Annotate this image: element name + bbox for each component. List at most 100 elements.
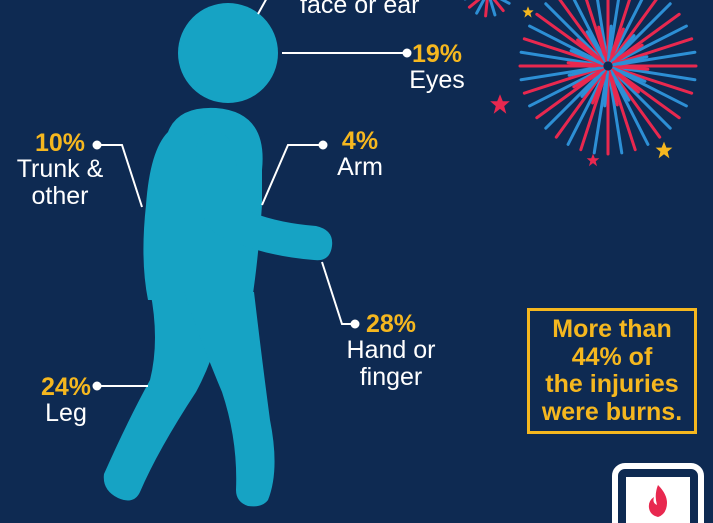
firework-ray: [522, 37, 600, 65]
firework-ray: [609, 69, 631, 102]
callout-trunk-label: Trunk & other: [16, 155, 104, 210]
leader-leg-dot: [92, 381, 102, 391]
firework-ray: [499, 0, 511, 5]
firework-ray: [566, 61, 604, 68]
leader-face: [257, 0, 267, 15]
firework-ray: [535, 70, 602, 120]
firework-ray: [603, 70, 610, 108]
leader-arm-dot: [318, 140, 328, 150]
leader-lines: [92, 0, 412, 391]
firework-ray: [544, 71, 603, 130]
callout-arm: 4% Arm: [330, 128, 390, 181]
firework-ray: [580, 69, 606, 98]
firework-ray: [567, 65, 604, 77]
firework-ray: [585, 30, 607, 63]
firework-ray: [484, 0, 489, 18]
firework-ray: [612, 64, 650, 71]
callout-face: face or ear: [300, 0, 420, 18]
firework-ray: [615, 24, 688, 63]
callout-eyes-percent: 19%: [411, 40, 463, 68]
leader-arm: [261, 144, 320, 206]
firework-ray: [611, 68, 640, 94]
leader-trunk-dot: [92, 140, 102, 150]
firework-ray: [611, 43, 644, 65]
firework-ray: [615, 69, 688, 108]
flame-logo-icon: [612, 463, 704, 523]
callout-leg-label: Leg: [45, 399, 87, 428]
firework-ray: [610, 34, 636, 63]
infographic-scene: [92, 0, 698, 507]
firework-ray: [612, 66, 647, 83]
firework-ray: [611, 73, 650, 146]
firework-ray: [558, 0, 604, 60]
arm-shape: [196, 131, 333, 261]
firework-ray: [592, 74, 608, 155]
firework-ray: [467, 0, 481, 9]
firework-ray: [596, 0, 608, 58]
firework-ray: [572, 67, 605, 89]
firework-ray: [611, 0, 644, 59]
firework-ray: [554, 72, 604, 139]
callout-arm-label: Arm: [337, 153, 383, 182]
firework-ray: [566, 73, 605, 146]
back-leg-shape: [103, 290, 223, 501]
firework-ray: [614, 12, 681, 62]
firework-ray: [576, 38, 605, 64]
leader-trunk: [100, 144, 143, 208]
star-icon: [490, 94, 510, 114]
firework-ray: [544, 2, 603, 61]
firework-ray: [584, 0, 607, 58]
firework-ray: [612, 72, 662, 139]
logo-flame: [648, 485, 667, 517]
star-icon: [655, 141, 673, 159]
front-leg-shape: [184, 292, 275, 507]
firework-ray: [608, 27, 625, 62]
head-shape: [178, 3, 278, 103]
firework-ray: [613, 71, 672, 130]
firework-ray: [606, 24, 613, 62]
firework-ray: [609, 74, 637, 152]
firework-ray: [616, 66, 697, 82]
firework-ray: [607, 70, 619, 107]
firework-ray: [475, 0, 486, 15]
leader-hand-dot: [350, 319, 360, 329]
firework-ray: [612, 0, 658, 60]
leader-eyes-dot: [402, 48, 412, 58]
callout-leg-percent: 24%: [40, 373, 92, 401]
firework-ray: [569, 49, 604, 66]
firework-ray: [528, 69, 601, 108]
firework-ray: [597, 25, 609, 62]
callout-eyes-label: Eyes: [409, 66, 465, 95]
star-icon: [522, 6, 534, 18]
callout-arm-percent: 4%: [341, 127, 379, 155]
callout-trunk: 10% Trunk & other: [14, 130, 106, 209]
firework-ray: [616, 37, 694, 65]
firework-ray: [591, 70, 608, 105]
leader-hand: [321, 261, 352, 325]
firework-ray: [616, 67, 694, 95]
callout-hand-percent: 28%: [365, 310, 417, 338]
firework-ray: [612, 55, 649, 67]
firework-ray: [535, 12, 602, 62]
star-icon: [586, 153, 600, 167]
firework-ray: [608, 0, 620, 58]
summary-box: More than 44% of the injuries were burns…: [527, 308, 697, 434]
firework-ray: [613, 2, 672, 61]
callout-eyes: 19% Eyes: [396, 41, 478, 94]
person-figure-icon: [103, 3, 333, 507]
firework-ray: [519, 66, 600, 82]
callout-trunk-percent: 10%: [34, 129, 86, 157]
firework-ray: [614, 70, 681, 120]
stars: [490, 6, 673, 167]
firework-ray: [609, 0, 632, 58]
callout-leg: 24% Leg: [36, 374, 96, 427]
firework-ray: [488, 0, 497, 17]
firework-ray: [572, 0, 605, 59]
callout-hand: 28% Hand or finger: [344, 311, 438, 390]
firework-ray: [528, 24, 601, 63]
firework-ray: [519, 50, 600, 66]
firework-ray: [616, 50, 697, 66]
callout-hand-label: Hand or finger: [346, 336, 436, 391]
firework-ray: [579, 74, 607, 152]
callout-face-label: face or ear: [300, 0, 420, 19]
